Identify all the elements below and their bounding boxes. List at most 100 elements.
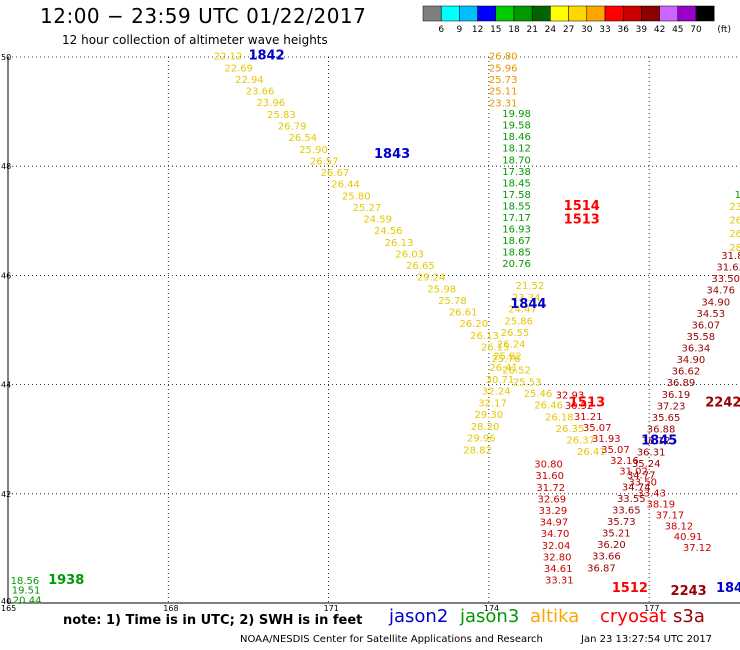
wave-height-value: 26.41 [489,363,518,374]
wave-height-value: 26.61 [449,308,478,319]
colorbar-tick-label: 42 [654,25,665,35]
wave-height-value: 40.91 [674,532,703,543]
wave-height-value: 35.21 [602,529,631,540]
wave-height-map: 165 168 171 174 177 50 48 46 44 42 40 22.1222.6922.… [1,49,740,612]
wave-height-value: 26.46 [534,401,563,412]
wave-height-value: 19.51 [12,586,41,597]
wave-height-value: 25.78 [438,296,467,307]
map-subtitle: 12 hour collection of altimeter wave hei… [62,33,328,47]
wave-height-value: 20.76 [502,259,531,270]
wave-height-value: 33.66 [592,552,621,563]
wave-height-value: 31.63 [716,263,740,274]
latitude-tick-label: 46 [1,271,11,280]
wave-height-value: 23.31 [489,98,518,109]
wave-height-value: 30.80 [534,460,563,471]
pass-time-label: 1512 [612,581,648,596]
wave-height-value: 37.23 [657,401,686,412]
wave-height-value: 26.37 [566,436,595,447]
wave-height-value: 23.34 [512,293,541,304]
wave-height-value: 32.17 [478,398,507,409]
wave-height-value: 23.96 [256,98,285,109]
wave-height-value: 26.41 [577,447,606,458]
wave-height-value: 34.74 [622,482,651,493]
wave-height-value: 25.82 [493,351,522,362]
colorbar-tick-label: 15 [490,25,501,35]
wave-height-value: 36.07 [691,320,720,331]
colorbar-tick-label: 18 [508,25,520,35]
wave-height-value: 20.44 [13,596,42,607]
wave-height-value: 34.90 [701,297,730,308]
wave-height-value: 26.52 [502,366,531,377]
latitude-tick-label: 40 [1,597,11,606]
wave-height-value: 32.16 [610,456,639,467]
wave-height-value: 34.53 [696,309,725,320]
wave-height-value: 35.58 [687,332,716,343]
pass-time-label: 1513 [569,395,605,410]
wave-height-value: 36.20 [597,540,626,551]
longitude-tick-label: 165 [1,604,16,612]
wave-height-value: 30.71 [486,375,515,386]
colorbar-tick-label: 9 [457,25,463,35]
wave-height-value: 35.24 [632,459,661,470]
wave-height-value: 26.03 [395,249,424,260]
wave-height-value: 26.18 [545,412,574,423]
wave-height-value: 36.87 [587,563,616,574]
wave-height-value: 32.24 [482,387,511,398]
wave-height-value: 34.97 [540,518,569,529]
longitude-tick-label: 171 [324,604,339,612]
wave-height-value: 24.47 [508,305,537,316]
pass-time-label: 2242 [705,395,740,410]
wave-height-value: 28.82 [463,445,492,456]
colorbar-tick-label: 12 [472,25,483,35]
wave-height-value: 38.12 [665,521,694,532]
wave-height-value: 18.12 [502,144,531,155]
pass-time-label: 1845 [641,434,677,449]
wave-height-value: 33.50 [628,478,657,489]
wave-height-value: 18.56 [11,576,40,587]
wave-height-value: 33.43 [637,489,666,500]
wave-height-value: 29.30 [474,410,503,421]
wave-height-value: 22.69 [224,63,253,74]
wave-height-value: 34.61 [544,564,573,575]
wave-height-value: 26.13 [385,238,414,249]
pass-time-label: 1514 [564,199,600,214]
wave-height-value: 28.47 [729,243,740,254]
wave-height-value: 18.85 [502,248,531,259]
latitude-tick-label: 44 [1,381,11,390]
wave-height-value: 36.19 [662,390,691,401]
wave-height-value: 37.12 [683,543,712,554]
wave-height-value: 25.73 [489,75,518,86]
colorbar-tick-label: 70 [690,25,702,35]
wave-height-value: 26.20 [459,319,488,330]
wave-height-value: 33.65 [612,505,641,516]
colorbar-unit-label: (ft) [717,25,731,35]
wave-height-value: 26.24 [497,340,526,351]
wave-height-value: 34.77 [627,471,656,482]
wave-height-value: 35.07 [583,423,612,434]
wave-height-value: 25.96 [489,63,518,74]
legend-altika: altika [530,606,580,627]
wave-height-value: 19.98 [502,109,531,120]
colorbar-tick-label: 6 [438,25,444,35]
colorbar-tick-label: 39 [636,25,648,35]
wave-height-colorbar: 6 9 12 15 18 21 24 27 30 33 36 39 42 45 70 (ft) [422,5,731,35]
wave-height-value: 29.96 [467,434,496,445]
wave-height-value: 25.98 [427,284,456,295]
wave-height-value: 25.11 [489,87,518,98]
wave-height-value: 31.21 [574,412,603,423]
wave-height-value: 33.29 [539,506,568,517]
wave-height-value: 18.45 [502,178,531,189]
wave-height-value: 25.27 [353,203,382,214]
wave-height-value: 25.76 [492,354,521,365]
legend-cryosat: cryosat [600,606,667,627]
wave-height-value: 36.34 [682,344,711,355]
wave-height-value: 17.17 [502,213,531,224]
wave-height-value: 29.24 [417,273,446,284]
wave-height-value: 25.90 [299,145,328,156]
wave-height-value: 34.76 [706,286,735,297]
wave-height-value: 18.67 [502,236,531,247]
wave-height-value: 24.56 [374,226,403,237]
latitude-tick-label: 42 [1,490,11,499]
wave-height-value: 32.69 [537,494,566,505]
wave-height-value: 36.12 [642,436,671,447]
